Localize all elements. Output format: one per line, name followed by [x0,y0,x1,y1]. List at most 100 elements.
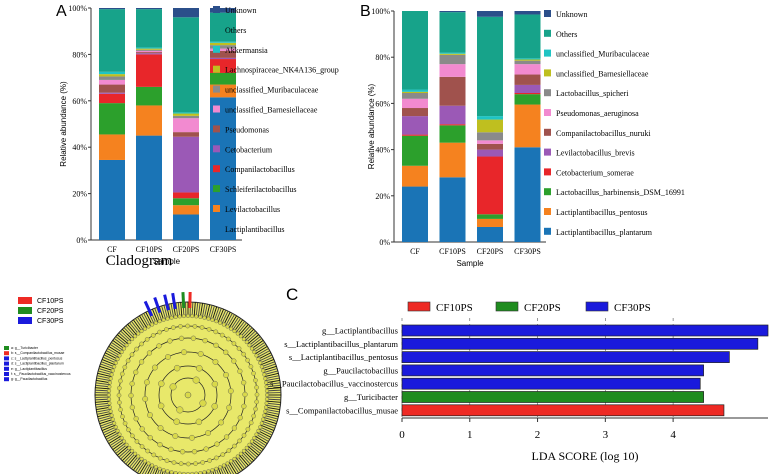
cladogram-leaf-branch [225,313,233,326]
cladogram-node [203,446,209,452]
cladogram-level-ring [158,365,218,425]
cladogram-node [196,365,203,372]
b-bar-cf10ps-unclassified-barnesiellaceae [439,53,466,55]
cladogram-node [241,380,247,386]
cladogram-leaf-branch [95,402,110,406]
cladogram-leaf-branch [266,398,281,401]
cladogram-node [244,340,249,345]
cladogram-leaf-branch [125,453,136,465]
cladogram-node [130,433,135,439]
cladogram-leaf-branch [264,415,278,420]
panel-c-bar-s-companilactobacillus-musae [401,404,725,417]
b-bar-cf20ps-lactobacillus-spicheri [477,132,503,141]
cladogram-leaf-branch [127,454,138,467]
cladogram-leaf-branch [98,415,112,420]
cladogram-leaf-branch [101,361,115,368]
cladogram-node [199,325,205,330]
cladogram-node [238,451,243,456]
cladogram-node [249,346,254,351]
cladogram-node [264,397,269,402]
cladogram-node [165,469,170,474]
a-bar-cf20ps-unknown [173,8,199,18]
cladogram-leaf-branch [249,444,261,454]
panel-c-bar-label: s__Lactiplantibacillus_plantarum [284,339,398,349]
cladogram-leaf-branch [112,441,125,451]
cladogram-leaf-branch [266,382,281,386]
cladogram-node [223,434,230,440]
cladogram-node [235,331,240,336]
cladogram-leaf-branch [98,368,113,373]
a-bar-cf-lactiplantibacillus [99,159,125,240]
cladogram-legend-label: CF10PS [37,298,64,305]
cladogram-leaf-branch [102,426,117,434]
cladogram-leaf-branch [234,458,244,471]
cladogram-leaf-branch [97,372,112,377]
a-bar-cf30ps-lachnospiraceae-nk4a136-group [210,42,236,46]
panel-c-legend-swatch [585,301,609,312]
cladogram-node [181,349,187,356]
a-bar-cf10ps-unclassified-muribaculaceae [136,49,162,51]
cladogram-taxon-swatch [4,351,9,356]
panel-c-bar-label: g__Turicibacter [344,392,398,402]
cladogram-leaf-branch [265,380,280,384]
cladogram-leaf-branch [132,458,142,471]
panel-c-legend-swatch [495,301,519,312]
cladogram-leaf-branch [109,343,122,353]
cladogram-leaf-branch [195,302,199,317]
cladogram-leaf-branch [252,341,265,351]
cladogram-node [261,417,266,422]
cladogram-node [158,380,165,387]
cladogram-level-ring [144,351,232,439]
panel-c-bar-label: s__Companilactobacillus_musae [286,405,398,415]
cladogram-leaf-branch [247,445,260,456]
cladogram-node [130,337,135,342]
cladogram-node [122,439,127,444]
cladogram-taxon-label: f: s__Paucilactobacillus_vaccinostercus [11,372,71,376]
cladogram-node [254,399,259,405]
panel-c-lda-chart: C CF10PS CF20PS CF30PS 0 1 2 3 4 g__Lactiplantib… [270,285,769,463]
cladogram-node [167,338,173,344]
panel-b-label: B [360,3,371,20]
cladogram-leaf-branch [265,410,280,415]
cladogram-node [161,468,166,473]
a-legend-swatch [213,6,220,13]
a-legend-label: Companilactobacillus [225,165,295,174]
a-bar-cf30ps-schleiferilactobacillus [210,72,236,85]
b-y-tick-label: 60% [375,99,390,108]
cladogram-leaf-branch [257,350,270,358]
cladogram-node [206,326,212,332]
cladogram-node [127,340,132,345]
a-x-tick-label: CF30PS [210,245,237,254]
cladogram-node [200,460,205,465]
cladogram-leaf-branch [266,389,281,392]
b-bar-cf30ps-unclassified-barnesiellaceae [514,59,541,61]
cladogram-node [129,404,135,410]
a-bar-cf-unknown [99,8,125,10]
b-x-axis-label: Sample [456,259,484,268]
cladogram-node [229,326,234,331]
a-bar-cf10ps-lactiplantibacillus [136,135,162,240]
cladogram-node [119,349,124,354]
cladogram-leaf-branch [211,306,218,321]
b-legend-swatch [544,109,551,116]
cladogram-node [139,426,145,432]
cladogram-node [225,461,230,466]
panel-c-legend-swatch [407,301,431,312]
a-bar-cf20ps-companilactobacillus [173,192,199,199]
cladogram-leaf-branch [129,322,139,334]
cladogram-leaf-branch [120,449,132,460]
cladogram-leaf-branch [206,304,211,319]
b-bar-cf30ps-companilactobacillus-nuruki [514,74,541,85]
a-legend-label: Levilactobacillus [225,205,280,214]
cladogram-node [194,314,199,319]
b-bar-cf-unclassified-muribaculaceae [402,89,428,92]
cladogram-node [147,435,153,441]
cladogram-leaf-branch [250,442,263,452]
cladogram-leaf-branch [100,420,114,427]
b-legend-label: Lactiplantibacillus_pentosus [556,208,648,217]
cladogram-leaf-branch [238,454,249,467]
panel-c-x-tick-label: 3 [603,429,609,441]
cladogram-leaf-branch [144,464,151,474]
cladogram-node [133,451,138,456]
b-bar-cf10ps-others [439,12,466,53]
